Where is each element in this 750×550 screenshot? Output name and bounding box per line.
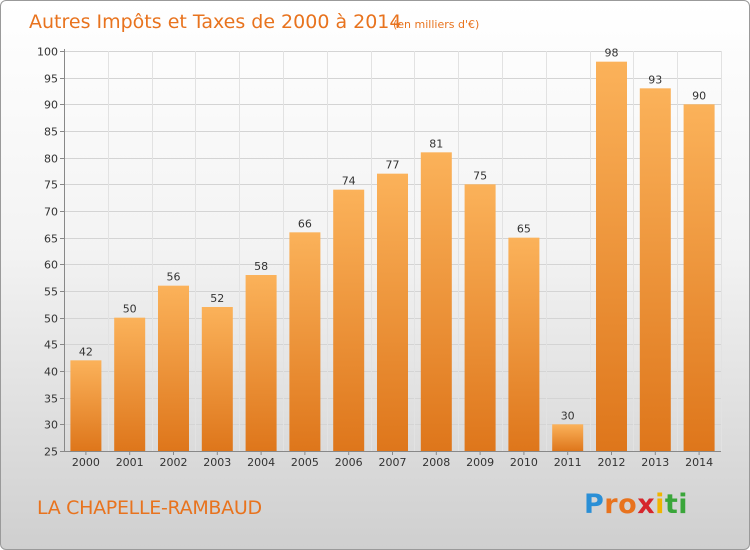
data-label-2003: 52 (210, 292, 224, 305)
data-label-2001: 50 (123, 303, 137, 316)
y-tick-label: 55 (44, 286, 58, 299)
y-tick-label: 80 (44, 153, 58, 166)
bar-2014 (683, 104, 715, 451)
x-tick-label-2010: 2010 (510, 456, 538, 469)
data-label-2011: 30 (561, 409, 575, 422)
x-tick-label-2005: 2005 (291, 456, 319, 469)
y-tick-label: 95 (44, 73, 58, 86)
logo-letter: t (664, 489, 679, 520)
x-tick-label-2007: 2007 (379, 456, 407, 469)
bar-2006 (333, 189, 365, 451)
x-tick-label-2001: 2001 (116, 456, 144, 469)
data-label-2000: 42 (79, 345, 93, 358)
x-tick-label-2008: 2008 (422, 456, 450, 469)
bar-2009 (464, 184, 496, 452)
y-tick-label: 70 (44, 206, 58, 219)
bar-2001 (114, 317, 146, 451)
x-tick-label-2011: 2011 (554, 456, 582, 469)
y-tick-label: 60 (44, 259, 58, 272)
y-tick-label: 40 (44, 366, 58, 379)
chart-subtitle: (en milliers d'€) (393, 18, 479, 31)
x-tick-label-2009: 2009 (466, 456, 494, 469)
logo-letter: r (604, 489, 619, 520)
data-label-2009: 75 (473, 169, 487, 182)
y-tick-label: 30 (44, 419, 58, 432)
y-tick-label: 35 (44, 393, 58, 406)
data-label-2006: 74 (342, 175, 356, 188)
x-tick-label-2002: 2002 (160, 456, 188, 469)
data-label-2010: 65 (517, 223, 531, 236)
logo-letter: i (678, 489, 689, 520)
bar-2002 (158, 285, 189, 451)
bar-2004 (245, 275, 277, 451)
axes: 25 30 35 40 45 50 55 60 65 70 75 80 85 90 95 100 2000 200… (37, 46, 721, 469)
bar-2012 (596, 61, 627, 452)
x-tick-label-2006: 2006 (335, 456, 363, 469)
y-tick-label: 100 (37, 46, 58, 59)
chart-title: Autres Impôts et Taxes de 2000 à 2014 (29, 11, 402, 33)
bar-2008 (420, 152, 452, 452)
data-labels: 42 50 56 52 58 66 74 77 81 75 65 30 98 93 90 (79, 47, 706, 423)
bar-2010 (508, 237, 540, 451)
y-tick-label: 25 (44, 446, 58, 459)
data-label-2007: 77 (386, 159, 400, 172)
data-label-2014: 90 (692, 89, 706, 102)
bar-2003 (201, 307, 233, 451)
logo-letter: i (655, 489, 665, 520)
data-label-2012: 98 (605, 47, 619, 60)
y-tick-label: 65 (44, 233, 58, 246)
bar-2013 (639, 88, 671, 451)
y-tick-label: 75 (44, 179, 58, 192)
bar-2000 (70, 360, 102, 451)
y-tick-label: 45 (44, 339, 58, 352)
y-tick-label: 50 (44, 313, 58, 326)
bar-2011 (552, 424, 584, 451)
data-label-2004: 58 (254, 260, 268, 273)
logo-letter: x (637, 489, 656, 520)
data-label-2013: 93 (648, 73, 662, 86)
bar-2005 (289, 232, 321, 451)
proxiti-logo[interactable]: Proxiti (584, 489, 688, 520)
data-label-2008: 81 (429, 137, 443, 150)
logo-letter: P (584, 489, 605, 520)
x-tick-label-2003: 2003 (203, 456, 231, 469)
x-tick-label-2000: 2000 (72, 456, 100, 469)
location-name: LA CHAPELLE-RAMBAUD (37, 497, 262, 519)
x-tick-label-2004: 2004 (247, 456, 275, 469)
y-tick-label: 90 (44, 99, 58, 112)
bar-2007 (377, 173, 408, 451)
logo-letter: o (618, 489, 638, 520)
x-tick-label-2013: 2013 (641, 456, 669, 469)
x-tick-label-2012: 2012 (598, 456, 626, 469)
bars (70, 61, 715, 452)
data-label-2002: 56 (167, 271, 181, 284)
x-tick-label-2014: 2014 (685, 456, 713, 469)
data-label-2005: 66 (298, 217, 312, 230)
y-tick-label: 85 (44, 126, 58, 139)
